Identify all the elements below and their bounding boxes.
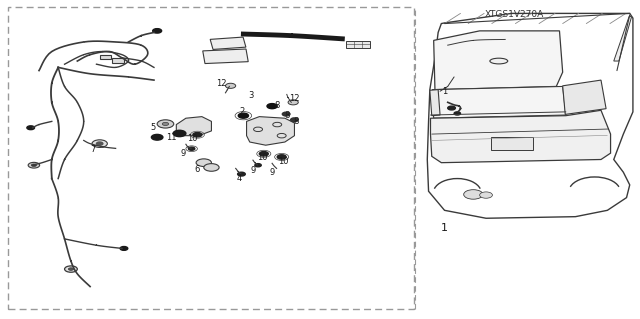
Circle shape bbox=[255, 164, 261, 167]
Text: 5: 5 bbox=[150, 123, 156, 132]
Circle shape bbox=[163, 122, 169, 125]
Text: 12: 12 bbox=[289, 94, 300, 103]
Bar bbox=[100, 55, 111, 59]
Circle shape bbox=[31, 164, 36, 167]
Circle shape bbox=[259, 152, 268, 156]
Text: 1: 1 bbox=[442, 87, 447, 96]
Text: 10: 10 bbox=[187, 134, 198, 143]
Circle shape bbox=[193, 132, 202, 137]
Text: 8: 8 bbox=[284, 111, 289, 121]
Polygon shape bbox=[430, 90, 440, 116]
Circle shape bbox=[291, 118, 298, 122]
Bar bbox=[113, 58, 124, 63]
Circle shape bbox=[196, 159, 211, 167]
Bar bbox=[210, 37, 246, 49]
Circle shape bbox=[282, 112, 290, 116]
Circle shape bbox=[225, 83, 236, 88]
Circle shape bbox=[238, 113, 248, 118]
Circle shape bbox=[27, 126, 35, 130]
Bar bbox=[8, 7, 414, 309]
Bar bbox=[491, 137, 532, 150]
Polygon shape bbox=[246, 117, 294, 145]
Text: 2: 2 bbox=[239, 107, 244, 116]
Circle shape bbox=[92, 140, 108, 147]
Text: 11: 11 bbox=[166, 133, 177, 142]
Ellipse shape bbox=[490, 58, 508, 64]
Circle shape bbox=[188, 147, 195, 150]
Bar bbox=[346, 41, 370, 48]
Circle shape bbox=[173, 130, 186, 137]
Circle shape bbox=[120, 247, 128, 250]
Circle shape bbox=[464, 190, 483, 199]
Circle shape bbox=[277, 155, 286, 159]
Text: 9: 9 bbox=[250, 166, 255, 175]
Text: 7: 7 bbox=[91, 145, 96, 154]
Circle shape bbox=[204, 164, 219, 171]
Text: 10: 10 bbox=[257, 153, 268, 162]
Circle shape bbox=[267, 104, 277, 109]
Circle shape bbox=[237, 172, 245, 176]
Polygon shape bbox=[431, 110, 611, 163]
Circle shape bbox=[448, 106, 456, 110]
Circle shape bbox=[97, 142, 103, 145]
Circle shape bbox=[28, 162, 40, 168]
Polygon shape bbox=[176, 117, 211, 136]
Polygon shape bbox=[428, 13, 633, 218]
Circle shape bbox=[68, 268, 74, 270]
Polygon shape bbox=[614, 17, 632, 61]
Text: 8: 8 bbox=[275, 101, 280, 110]
Polygon shape bbox=[434, 31, 563, 90]
Polygon shape bbox=[563, 80, 606, 115]
Text: 4: 4 bbox=[236, 174, 241, 183]
Circle shape bbox=[288, 100, 298, 105]
Bar bbox=[203, 49, 248, 63]
Text: 12: 12 bbox=[216, 79, 227, 88]
Text: 3: 3 bbox=[248, 92, 253, 100]
Circle shape bbox=[153, 29, 162, 33]
Circle shape bbox=[479, 192, 492, 198]
Text: 8: 8 bbox=[294, 117, 299, 126]
Text: 9: 9 bbox=[180, 149, 186, 158]
Text: 6: 6 bbox=[195, 165, 200, 174]
Circle shape bbox=[152, 134, 163, 140]
Text: XTGS1V270A: XTGS1V270A bbox=[485, 11, 545, 19]
Circle shape bbox=[454, 112, 461, 115]
Text: 1: 1 bbox=[441, 223, 448, 233]
Text: 10: 10 bbox=[278, 157, 288, 166]
Circle shape bbox=[157, 120, 173, 128]
Circle shape bbox=[65, 266, 77, 272]
Text: 9: 9 bbox=[269, 168, 275, 177]
Polygon shape bbox=[433, 86, 566, 118]
